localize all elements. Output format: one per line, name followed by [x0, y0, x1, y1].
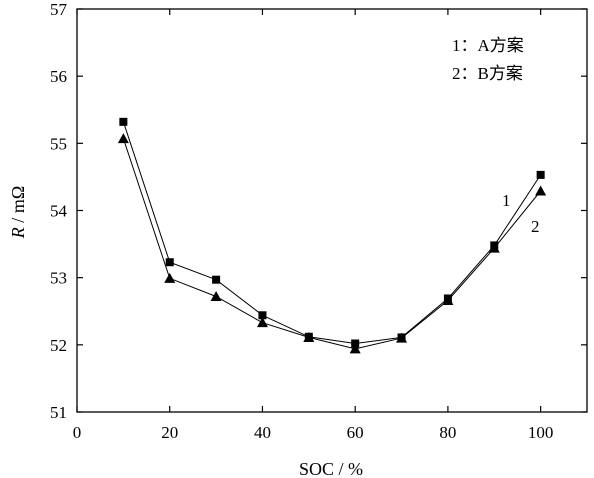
x-tick-label: 0 — [73, 423, 82, 442]
y-axis-title: R / mΩ — [8, 186, 28, 239]
x-axis-title: SOC / % — [299, 459, 363, 478]
series-line-1 — [122, 121, 542, 345]
y-tick-label: 55 — [50, 134, 67, 153]
x-tick-label: 100 — [528, 423, 554, 442]
y-tick-label: 52 — [50, 336, 67, 355]
triangle-marker — [488, 242, 500, 253]
x-tick-label: 60 — [347, 423, 364, 442]
series-group — [117, 117, 547, 354]
x-tick-label: 80 — [439, 423, 456, 442]
legend-entry-2: 2：B方案 — [452, 64, 523, 83]
triangle-marker — [303, 331, 315, 342]
x-tick-label: 40 — [254, 423, 271, 442]
triangle-marker — [210, 290, 222, 301]
y-tick-label: 51 — [50, 403, 67, 422]
y-tick-label: 54 — [50, 202, 68, 221]
triangle-marker — [442, 295, 454, 306]
triangle-marker — [396, 332, 408, 343]
triangle-marker — [256, 317, 268, 328]
curve-label-1: 1 — [502, 191, 511, 210]
y-tick-label: 53 — [50, 269, 67, 288]
x-tick-label: 20 — [161, 423, 178, 442]
triangle-marker — [164, 272, 176, 283]
axis-ticks: 0 20 40 60 80 100 51 52 53 54 55 56 57 — [50, 0, 587, 442]
triangle-marker — [117, 133, 129, 144]
series-line-2 — [122, 138, 541, 350]
legend-entry-1: 1：A方案 — [452, 36, 524, 55]
square-marker — [536, 170, 545, 179]
square-marker — [258, 311, 267, 320]
curve-label-2: 2 — [531, 217, 540, 236]
square-marker — [212, 275, 221, 284]
y-tick-label: 57 — [50, 0, 68, 19]
triangle-marker — [349, 343, 361, 354]
triangle-marker — [535, 185, 547, 196]
square-marker — [165, 258, 174, 267]
square-marker — [119, 117, 128, 126]
y-tick-label: 56 — [50, 67, 67, 86]
